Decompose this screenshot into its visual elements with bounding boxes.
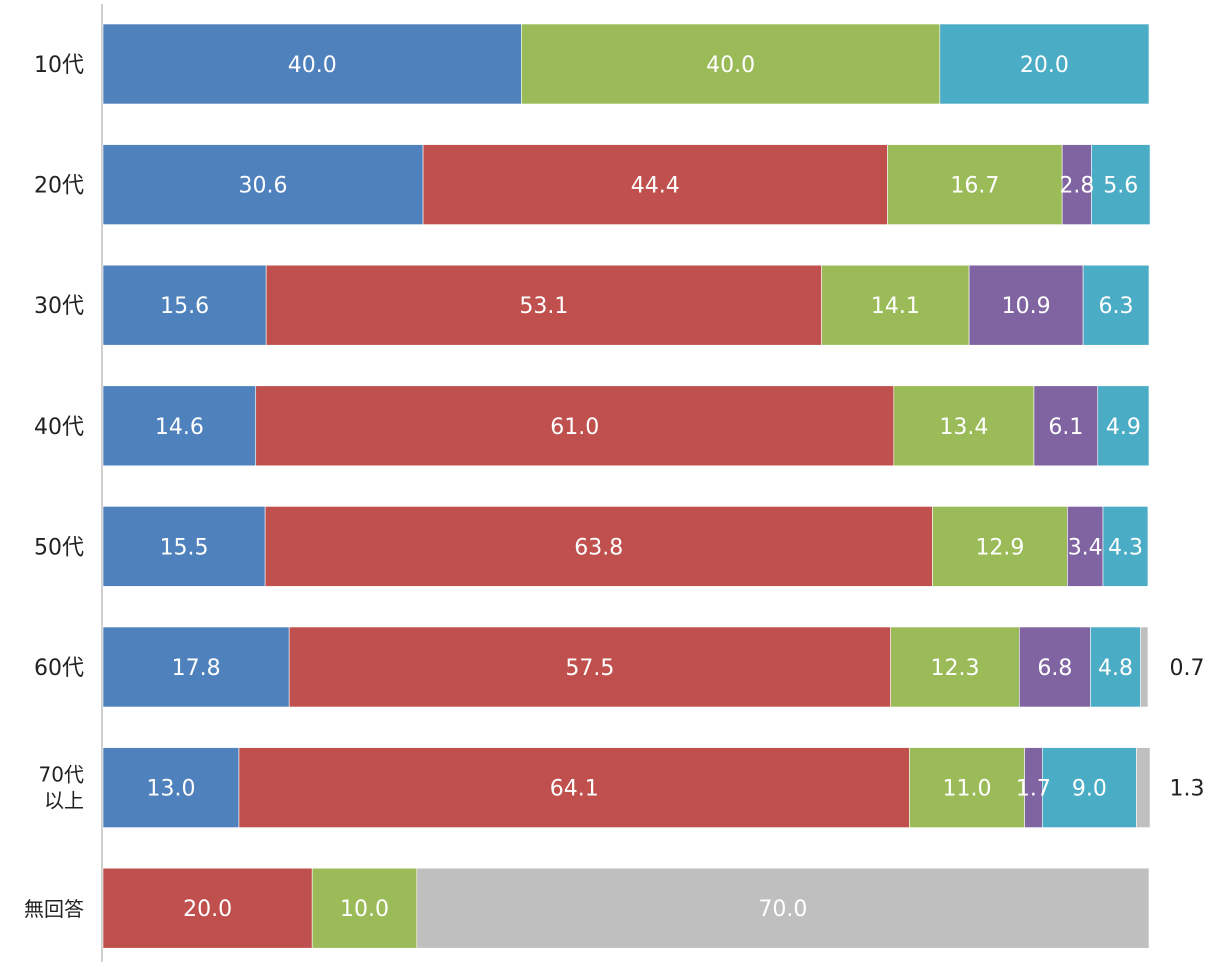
data-label: 3.4	[1068, 535, 1103, 560]
data-label: 12.3	[930, 656, 979, 681]
category-label: 無回答	[24, 897, 84, 921]
bar-segment	[1140, 626, 1149, 708]
data-label: 40.0	[288, 53, 337, 78]
category-label: 30代	[34, 294, 84, 319]
bar-segment	[1018, 626, 1091, 708]
data-label: 64.1	[550, 777, 599, 802]
category-label: 20代	[34, 174, 84, 199]
bar-segment	[932, 506, 1068, 587]
bar-segment	[102, 626, 290, 708]
data-label: 40.0	[706, 53, 755, 78]
bar-segment	[887, 144, 1063, 225]
data-label: 63.8	[574, 535, 623, 560]
category-label: 60代	[34, 656, 84, 681]
data-label: 0.7	[1170, 656, 1205, 681]
category-label: 10代	[34, 53, 84, 78]
bar-segment	[1136, 747, 1151, 828]
bar-segment	[968, 264, 1084, 346]
data-label: 53.1	[519, 294, 568, 319]
bar-segment	[893, 385, 1035, 467]
data-label: 14.1	[871, 294, 920, 319]
data-label: 12.9	[975, 535, 1024, 560]
bar-group	[102, 23, 1151, 949]
data-label: 4.9	[1106, 415, 1141, 440]
bar-segment	[102, 747, 240, 828]
bar-segment	[1090, 626, 1141, 708]
bar-segment	[288, 626, 891, 708]
data-label: 15.6	[160, 294, 209, 319]
bar-segment	[890, 626, 1020, 708]
bar-segment	[1033, 385, 1099, 467]
data-label: 13.4	[939, 415, 988, 440]
bar-segment	[264, 506, 933, 587]
bar-segment	[939, 23, 1150, 105]
data-label: 6.8	[1037, 656, 1072, 681]
data-label: 6.3	[1099, 294, 1134, 319]
bar-segment	[521, 23, 941, 105]
data-label: 9.0	[1072, 777, 1107, 802]
data-label: 70.0	[758, 897, 807, 922]
data-label: 10.9	[1002, 294, 1051, 319]
data-label: 14.6	[155, 415, 204, 440]
bar-segment	[1067, 506, 1104, 587]
bar-segment	[1102, 506, 1149, 587]
bar-segment	[102, 264, 267, 346]
data-label: 17.8	[172, 656, 221, 681]
data-label: 61.0	[550, 415, 599, 440]
bar-segment	[102, 23, 522, 105]
bar-segment	[821, 264, 970, 346]
category-label: 70代以上	[39, 763, 84, 813]
data-label: 16.7	[950, 174, 999, 199]
bar-segment	[102, 144, 424, 225]
label-group: 10代 40.0 40.0 20.0 20代 30.6 44.4 16.7 2.8 5.6 30代 1…	[24, 53, 1205, 922]
bar-segment	[909, 747, 1025, 828]
bar-segment	[1082, 264, 1150, 346]
bar-segment	[102, 385, 257, 467]
category-label: 50代	[34, 535, 84, 560]
data-label: 6.1	[1048, 415, 1083, 440]
bar-segment	[311, 867, 418, 949]
data-label: 30.6	[239, 174, 288, 199]
data-label: 20.0	[1020, 53, 1069, 78]
data-label: 1.7	[1016, 777, 1051, 802]
bar-segment	[255, 385, 895, 467]
bar-segment	[238, 747, 910, 828]
data-label: 57.5	[565, 656, 614, 681]
bar-segment	[1042, 747, 1137, 828]
data-label: 20.0	[183, 897, 232, 922]
data-label: 1.3	[1170, 777, 1205, 802]
data-label: 44.4	[631, 174, 680, 199]
data-label: 5.6	[1103, 174, 1138, 199]
data-label: 11.0	[943, 777, 992, 802]
bar-segment	[265, 264, 822, 346]
bar-segment	[102, 867, 313, 949]
category-label: 40代	[34, 415, 84, 440]
data-label: 10.0	[340, 897, 389, 922]
data-label: 4.3	[1108, 535, 1143, 560]
data-label: 4.8	[1098, 656, 1133, 681]
data-label: 15.5	[160, 535, 209, 560]
bar-segment	[1097, 385, 1150, 467]
data-label: 13.0	[146, 777, 195, 802]
bar-segment	[1091, 144, 1151, 225]
data-label: 2.8	[1059, 174, 1094, 199]
bar-segment	[416, 867, 1150, 949]
bar-segment	[102, 506, 266, 587]
